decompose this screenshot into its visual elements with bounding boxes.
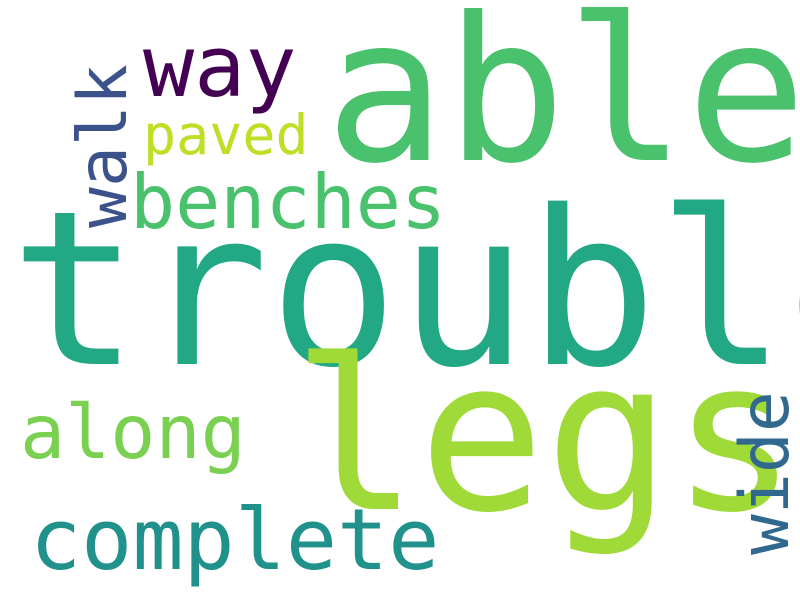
word-benches: benches bbox=[130, 158, 447, 246]
word-along: along bbox=[20, 388, 246, 476]
word-complete: complete bbox=[30, 491, 440, 590]
word-wide: wide bbox=[726, 391, 800, 555]
word-trouble: trouble bbox=[10, 164, 800, 415]
word-paved: paved bbox=[143, 103, 309, 167]
word-legs: legs bbox=[292, 314, 798, 559]
word-able: able bbox=[325, 0, 800, 208]
word-way: way bbox=[143, 18, 297, 117]
word-walk: walk bbox=[64, 64, 143, 228]
